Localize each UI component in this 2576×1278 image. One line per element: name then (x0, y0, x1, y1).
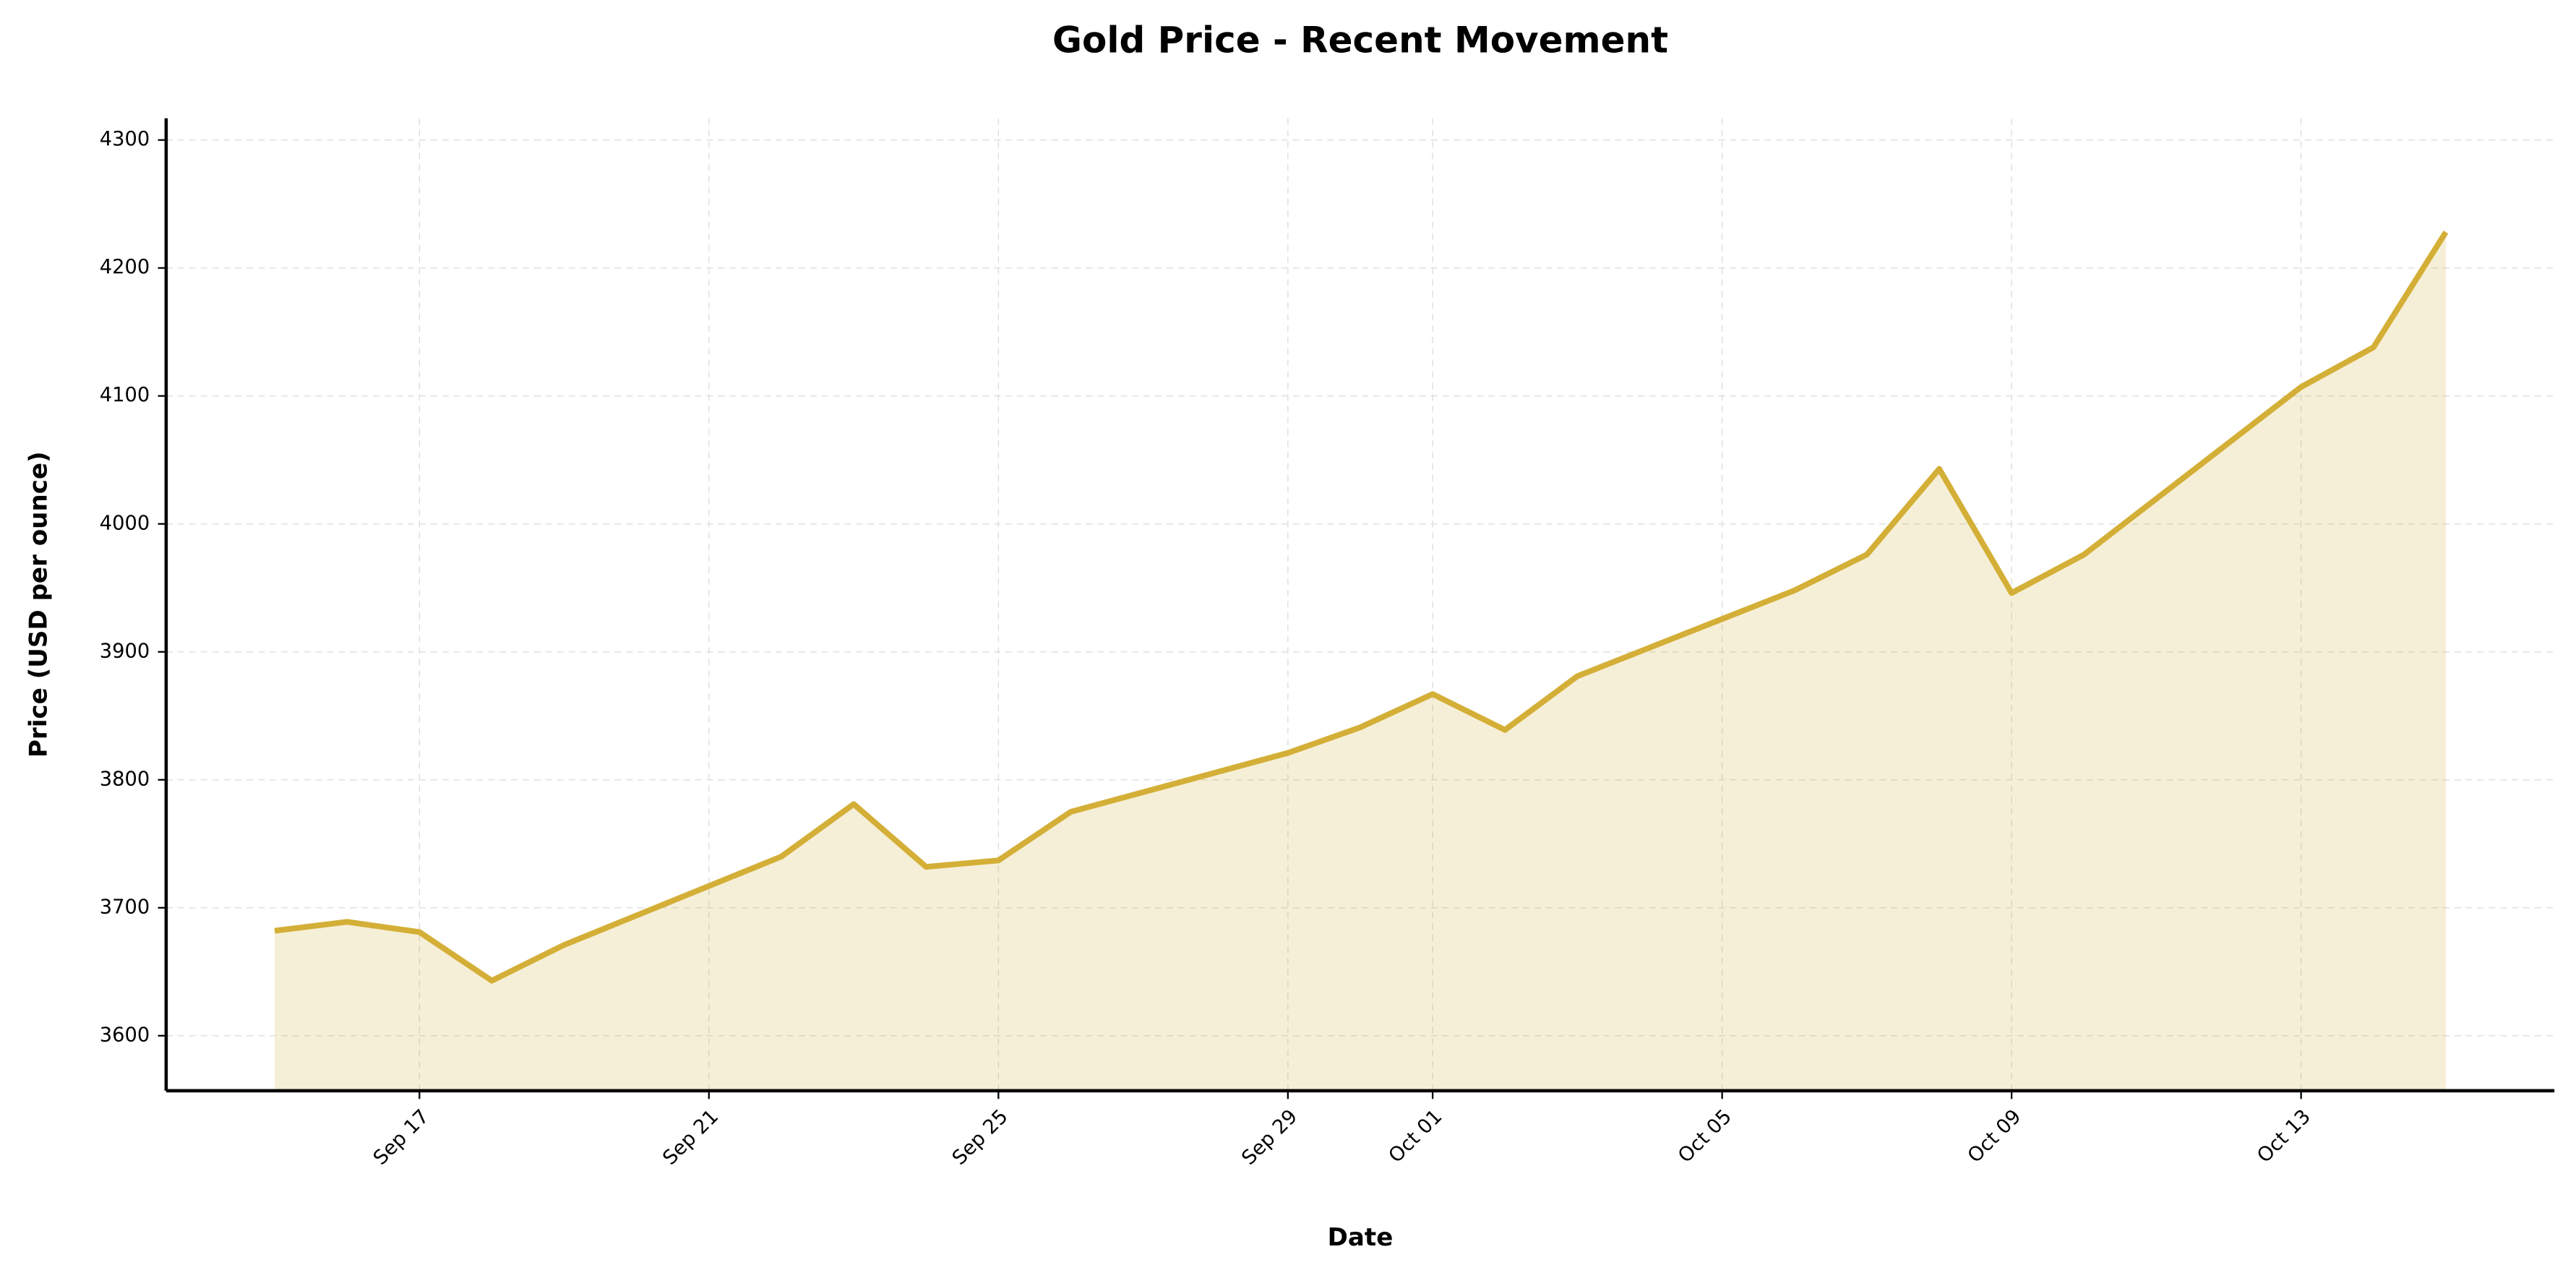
y-tick-label: 4200 (100, 256, 150, 278)
y-tick-label: 3700 (100, 896, 150, 918)
x-tick-label: Sep 21 (658, 1105, 723, 1170)
x-tick-label: Oct 01 (1385, 1105, 1447, 1167)
price-line (274, 231, 2449, 984)
x-tick-label: Sep 25 (948, 1105, 1013, 1170)
y-tick-label: 3800 (100, 768, 150, 790)
x-axis-label: Date (1328, 1223, 1394, 1252)
x-tick-label: Oct 05 (1674, 1105, 1736, 1167)
y-tick-label: 3900 (100, 640, 150, 662)
x-tick-label: Oct 13 (2253, 1105, 2315, 1167)
y-axis-label: Price (USD per ounce) (24, 451, 53, 758)
y-tick-label: 4100 (100, 384, 150, 406)
chart-title: Gold Price - Recent Movement (1052, 20, 1668, 61)
x-tick-label: Oct 09 (1964, 1105, 2026, 1167)
y-tick-label: 4000 (100, 512, 150, 534)
x-tick-label: Sep 29 (1237, 1105, 1302, 1170)
area-fill (275, 232, 2446, 1091)
x-tick-label: Sep 17 (369, 1105, 434, 1170)
y-tick-label: 3600 (100, 1024, 150, 1046)
y-tick-label: 4300 (100, 128, 150, 150)
